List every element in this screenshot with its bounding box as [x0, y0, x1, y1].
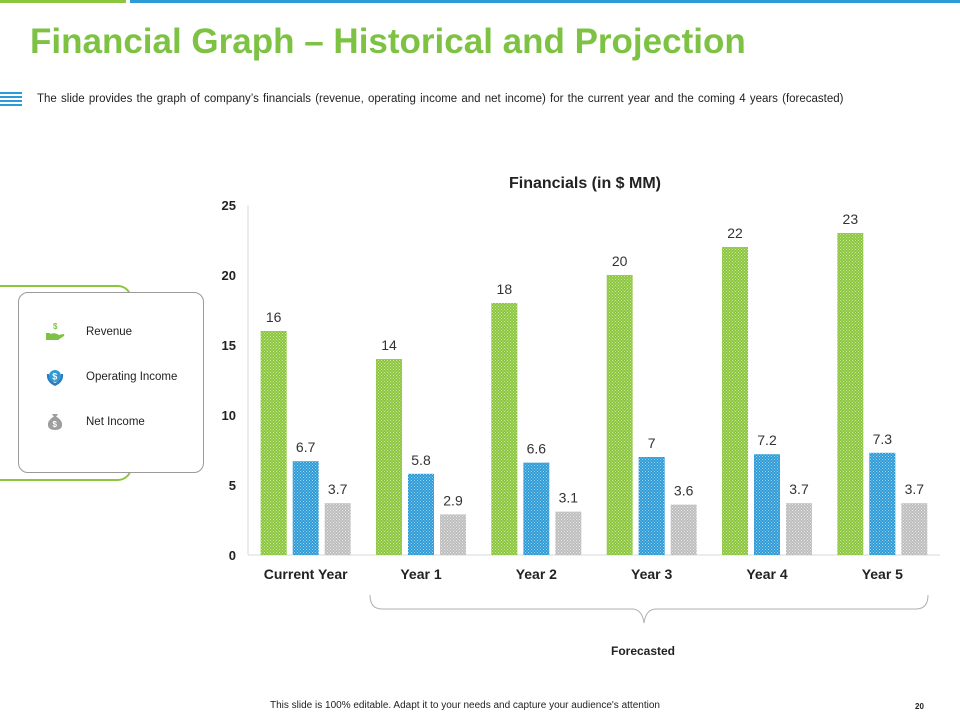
x-tick-label: Year 1: [400, 566, 441, 582]
slide-title: Financial Graph – Historical and Project…: [30, 22, 746, 61]
y-tick-label: 15: [222, 338, 236, 353]
data-label: 14: [381, 337, 397, 353]
x-tick-label: Year 2: [516, 566, 557, 582]
data-label: 2.9: [443, 492, 463, 508]
data-label: 3.7: [328, 481, 348, 497]
forecast-annotation: Forecasted: [611, 644, 675, 658]
data-label: 6.6: [527, 441, 547, 457]
data-label: 7.3: [873, 431, 893, 447]
bar-net-income: [440, 514, 466, 555]
data-label: 7.2: [757, 432, 777, 448]
bar-operating-income: [292, 461, 319, 555]
bar-net-income: [555, 511, 582, 555]
data-label: 7: [648, 435, 656, 451]
data-label: 16: [266, 309, 282, 325]
svg-text:$: $: [52, 372, 57, 382]
bar-operating-income: [869, 452, 896, 555]
bar-operating-income: [523, 462, 550, 555]
forecast-brace: [369, 594, 929, 624]
svg-text:$: $: [53, 322, 58, 331]
y-tick-label: 25: [222, 198, 236, 213]
bar-net-income: [901, 503, 928, 555]
data-label: 20: [612, 253, 628, 269]
bar-operating-income: [408, 473, 434, 555]
legend: [18, 292, 204, 473]
page-number: 20: [915, 702, 924, 711]
data-label: 6.7: [296, 439, 316, 455]
data-label: 3.6: [674, 483, 694, 499]
legend-label-operating-income: Operating Income: [86, 371, 178, 383]
bar-operating-income: [638, 457, 665, 555]
bar-revenue: [722, 247, 748, 555]
data-label: 5.8: [411, 452, 431, 468]
top-accent-bar-green: [0, 0, 126, 3]
top-accent-bar-blue: [130, 0, 960, 3]
data-label: 18: [497, 281, 513, 297]
data-label: 22: [727, 225, 743, 241]
legend-label-revenue: Revenue: [86, 326, 133, 338]
bar-revenue: [491, 303, 518, 555]
data-label: 3.7: [905, 481, 925, 497]
bar-operating-income: [754, 454, 780, 555]
bar-net-income: [786, 503, 812, 555]
data-label: 3.7: [789, 481, 809, 497]
legend-label-net-income: Net Income: [86, 416, 145, 428]
x-tick-label: Year 3: [631, 566, 672, 582]
x-tick-label: Current Year: [264, 566, 348, 582]
lines-icon: [0, 92, 22, 106]
data-label: 23: [843, 211, 859, 227]
legend-item-net-income: $ Net Income: [44, 411, 145, 433]
bar-revenue: [606, 275, 633, 555]
revenue-hand-dollar-icon: $: [46, 322, 65, 340]
slide-subtitle: The slide provides the graph of company’…: [37, 93, 844, 105]
x-tick-label: Year 5: [862, 566, 903, 582]
data-label: 3.1: [559, 490, 579, 506]
bar-revenue: [837, 233, 864, 555]
bar-revenue: [260, 331, 287, 555]
bar-revenue: [376, 359, 402, 555]
operating-income-icon: $: [46, 370, 64, 386]
legend-item-operating-income: $ Operating Income: [44, 366, 177, 388]
footer-note: This slide is 100% editable. Adapt it to…: [270, 700, 660, 711]
bar-net-income: [670, 504, 697, 555]
legend-item-revenue: $ Revenue: [44, 321, 132, 343]
x-tick-label: Year 4: [746, 566, 787, 582]
bar-net-income: [324, 503, 351, 555]
svg-text:$: $: [53, 420, 58, 429]
y-tick-label: 0: [229, 548, 236, 563]
chart-title: Financials (in $ MM): [509, 175, 661, 192]
net-income-moneybag-icon: $: [47, 414, 63, 430]
y-tick-label: 5: [229, 478, 236, 493]
y-tick-label: 10: [222, 408, 236, 423]
y-tick-label: 20: [222, 268, 236, 283]
